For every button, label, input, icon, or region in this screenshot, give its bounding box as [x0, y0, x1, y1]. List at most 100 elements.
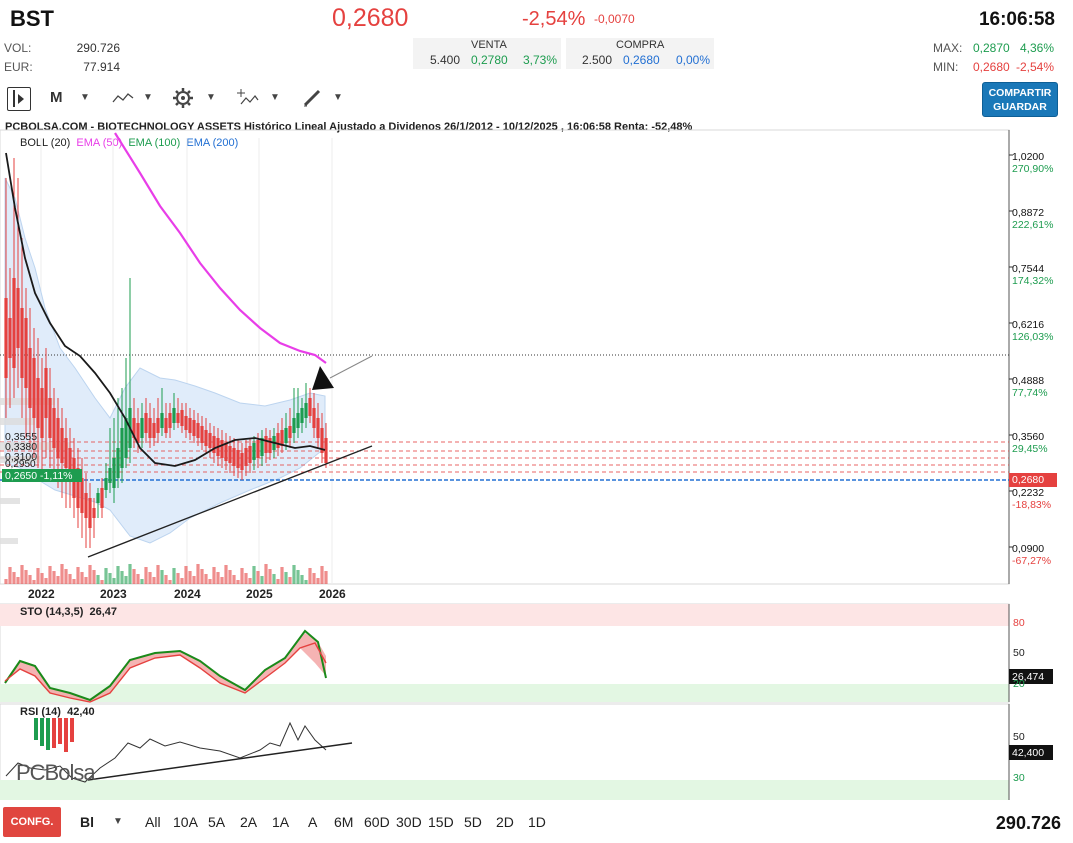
chevron-down-icon[interactable]: ▼: [206, 92, 216, 103]
chevron-down-icon[interactable]: ▼: [333, 92, 343, 103]
candle-body: [172, 408, 176, 423]
candle-body: [4, 298, 8, 378]
candle-body: [228, 446, 232, 463]
left-level-4: 0,2950: [5, 459, 36, 470]
period-15d[interactable]: 15D: [428, 814, 454, 830]
candle-body: [92, 508, 96, 518]
ema50-legend[interactable]: EMA (50): [76, 137, 123, 149]
sto-level-80: 80: [1013, 617, 1025, 629]
boll-legend[interactable]: BOLL (20): [20, 137, 71, 149]
candle-body: [248, 446, 252, 463]
period-1a[interactable]: 1A: [272, 814, 290, 830]
sto-d-line: [4, 642, 327, 703]
period-60d[interactable]: 60D: [364, 814, 390, 830]
volume-bar: [316, 578, 320, 584]
axis-pct-6: -18,83%: [1012, 499, 1052, 511]
candle-body: [188, 418, 192, 433]
indicator-legend[interactable]: BOLL (20) EMA (50) EMA (100) EMA (200): [20, 137, 238, 149]
volume-bar: [128, 564, 132, 584]
volume-bar: [80, 572, 84, 584]
candle-body: [88, 498, 92, 528]
volume-bar: [64, 569, 68, 584]
left-level-3: 0,3100: [5, 451, 38, 463]
candle-body: [264, 436, 268, 453]
chevron-down-icon[interactable]: ▼: [113, 816, 123, 827]
vol-label: VOL:: [4, 41, 32, 55]
left-price-tag-bg: [2, 469, 82, 482]
chart-toolbar: M ▼ ▼ ▼ ▼ ▼: [0, 82, 1073, 118]
period-30d[interactable]: 30D: [396, 814, 422, 830]
volume-bar: [148, 572, 152, 584]
period-all[interactable]: All: [145, 814, 161, 830]
axis-price-5: 0,3560: [1012, 431, 1045, 443]
period-5d[interactable]: 5D: [464, 814, 482, 830]
volume-bar: [24, 570, 28, 584]
volume-bar: [228, 570, 232, 584]
axis-price-3: 0,6216: [1012, 319, 1045, 331]
candle-body: [40, 388, 44, 438]
interval-selector[interactable]: Bl: [80, 814, 94, 830]
period-a[interactable]: A: [308, 814, 318, 830]
volume-bar: [192, 576, 196, 584]
rsi-label: RSI (14) 42,40: [20, 706, 95, 718]
volume-bar: [20, 565, 24, 584]
save-label: GUARDAR: [993, 101, 1047, 113]
volume-bar: [324, 571, 328, 584]
share-save-button[interactable]: COMPARTIR GUARDAR: [982, 82, 1058, 117]
rsi-mini-bar: [64, 718, 68, 752]
ema200-legend[interactable]: EMA (200): [186, 137, 239, 149]
compra-qty: 2.500: [582, 53, 613, 67]
volume-bar: [96, 575, 100, 584]
volume-bar: [168, 580, 172, 584]
config-button[interactable]: CONFG.: [3, 807, 61, 837]
share-label: COMPARTIR: [988, 87, 1052, 99]
volume-bar: [208, 579, 212, 584]
ema100-legend[interactable]: EMA (100): [128, 137, 181, 149]
volume-bar: [16, 577, 20, 584]
drawing-pen-icon[interactable]: [302, 88, 324, 110]
period-2a[interactable]: 2A: [240, 814, 258, 830]
volume-bar: [236, 580, 240, 584]
gear-icon[interactable]: [172, 87, 194, 109]
candle-body: [244, 448, 248, 466]
chevron-down-icon[interactable]: ▼: [80, 92, 90, 103]
period-10a[interactable]: 10A: [173, 814, 198, 830]
volume-bar: [248, 578, 252, 584]
candle-body: [120, 428, 124, 468]
candle-body: [36, 378, 40, 428]
rsi-tag-bg: [1009, 745, 1053, 760]
sto-label: STO (14,3,5) 26,47: [20, 606, 117, 618]
volume-bar: [308, 568, 312, 584]
panel-toggle-icon[interactable]: [7, 87, 31, 111]
chevron-down-icon[interactable]: ▼: [270, 92, 280, 103]
volume-bar: [260, 576, 264, 584]
indicators-icon[interactable]: [237, 88, 259, 110]
venta-box: VENTA 5.400 0,2780 3,73%: [413, 38, 561, 69]
volume-bar: [180, 578, 184, 584]
candle-body: [204, 430, 208, 446]
period-1d[interactable]: 1D: [528, 814, 546, 830]
sto-level-20: 20: [1013, 678, 1025, 690]
price-chart[interactable]: [0, 118, 1073, 800]
arrow-marker: [312, 366, 334, 390]
volume-bar: [116, 566, 120, 584]
period-5a[interactable]: 5A: [208, 814, 226, 830]
volume-bar: [264, 564, 268, 584]
candle-body: [224, 443, 228, 461]
volume-bar: [4, 579, 8, 584]
volume-bar: [216, 572, 220, 584]
volume-bar: [36, 568, 40, 584]
period-selector[interactable]: M: [50, 89, 63, 106]
candle-body: [160, 413, 164, 428]
candle-body: [324, 438, 328, 463]
candle-body: [240, 453, 244, 470]
line-style-icon[interactable]: [112, 92, 134, 114]
candle-body: [108, 468, 112, 483]
candle-body: [8, 318, 12, 358]
period-6m[interactable]: 6M: [334, 814, 354, 830]
volume-bar: [8, 567, 12, 584]
volume-bar: [244, 573, 248, 584]
period-2d[interactable]: 2D: [496, 814, 514, 830]
chevron-down-icon[interactable]: ▼: [143, 92, 153, 103]
axis-pct-1: 222,61%: [1012, 219, 1054, 231]
